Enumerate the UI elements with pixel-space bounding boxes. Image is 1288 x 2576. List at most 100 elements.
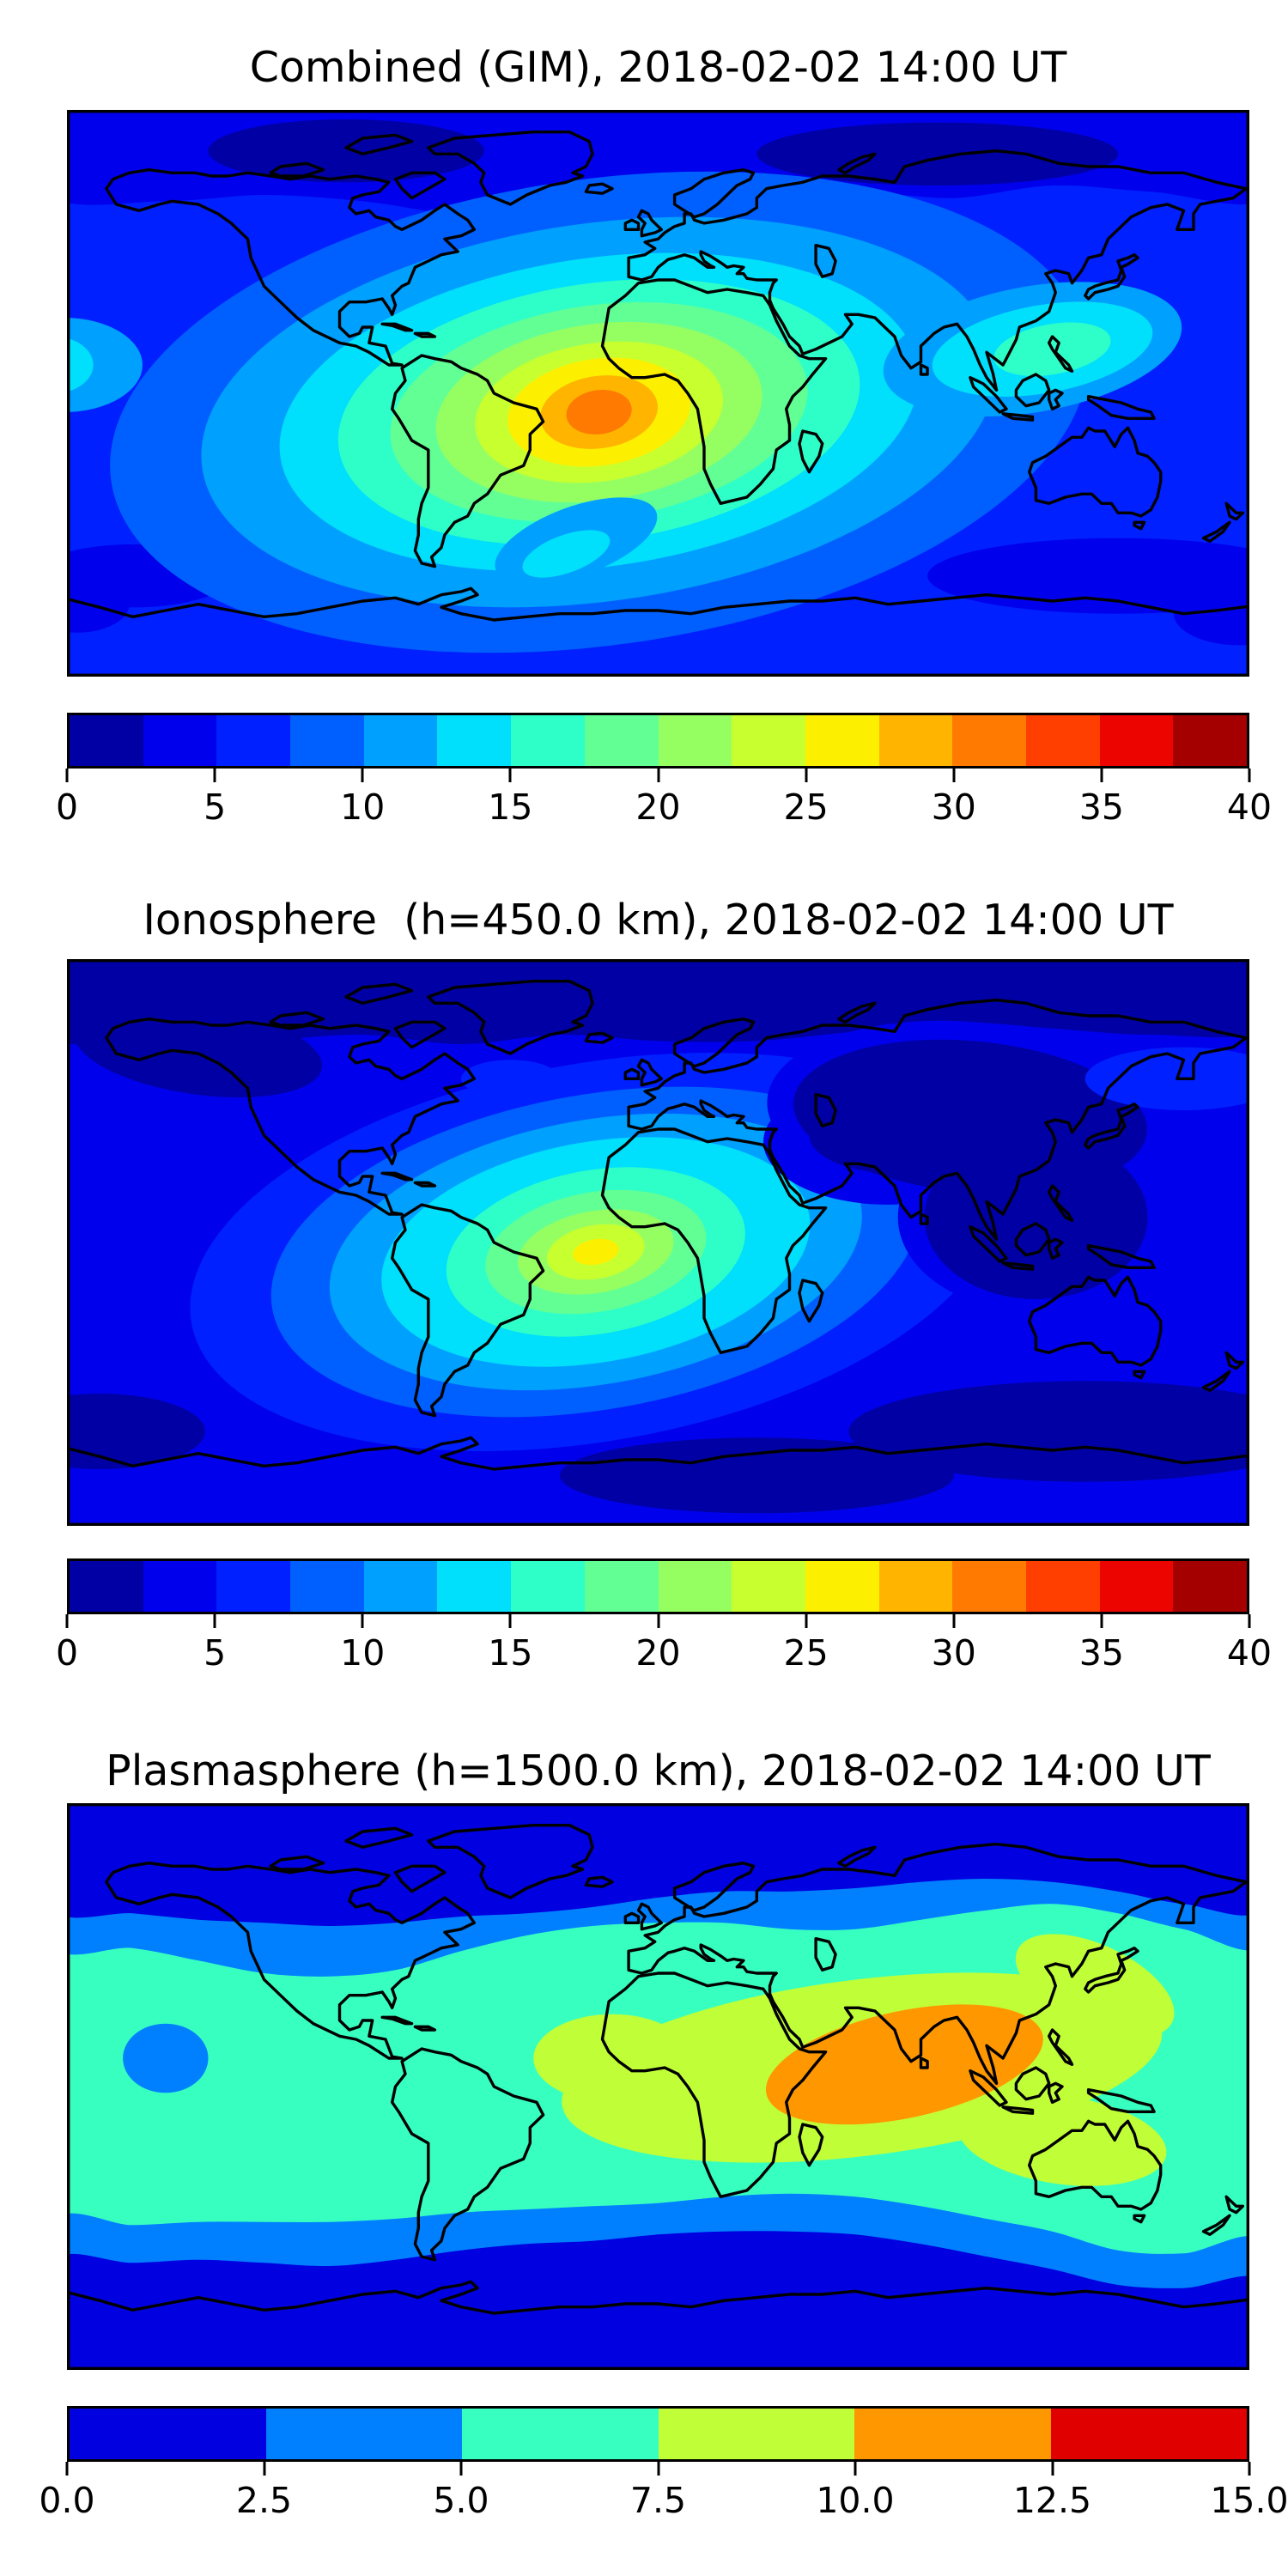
coastline-philippines: [1048, 335, 1074, 373]
coastline-novaya_zemlya: [837, 1001, 877, 1024]
colorbar-tick-label: 7.5: [629, 2480, 687, 2521]
coastline-sulawesi: [1048, 388, 1064, 410]
colorbar-plasmasphere: [67, 2406, 1249, 2462]
coastline-greenland: [427, 131, 594, 206]
colorbar-tick: [213, 769, 216, 782]
colorbar-labels-combined: 0 5 10 15 20 25 30 35 40: [56, 787, 1272, 831]
coastline-victoria_island: [269, 1011, 325, 1027]
colorbar-tick-label: 30: [931, 787, 976, 828]
coastline-scandinavia: [672, 1018, 756, 1068]
map-frame: [67, 110, 1249, 677]
coastline-sri_lanka: [919, 2057, 929, 2069]
colorbar-tick: [1248, 1614, 1251, 1628]
colorbar-segment: [658, 2409, 854, 2459]
colorbar-tick: [805, 1614, 808, 1628]
coastline-south_america: [391, 354, 545, 568]
coastline-madagascar: [798, 2123, 824, 2167]
colorbar-segment: [70, 1561, 143, 1612]
coastline-cuba: [380, 322, 414, 332]
colorbar-tick: [361, 1614, 364, 1628]
colorbar-segment: [658, 1561, 732, 1612]
colorbar-tick: [657, 2462, 659, 2476]
colorbar-tick: [361, 769, 364, 782]
coastline-tasmania: [1133, 520, 1146, 531]
coastline-scandinavia: [672, 1862, 756, 1912]
colorbar-tick-label: 25: [783, 787, 829, 828]
colorbar-tick: [1100, 1614, 1103, 1628]
coastline-hispaniola: [413, 2025, 437, 2032]
colorbar-tick-label: 25: [783, 1632, 829, 1674]
panel-title-ionosphere: Ionosphere (h=450.0 km), 2018-02-02 14:0…: [143, 896, 1174, 945]
coastline-cuba: [380, 2015, 414, 2026]
colorbar-tick-label: 0: [55, 1632, 79, 1674]
colorbar-segment: [584, 715, 659, 766]
colorbar-tick-label: 40: [1226, 1632, 1273, 1674]
colorbar-segment: [143, 715, 217, 766]
colorbar-segment: [1173, 715, 1247, 766]
coastline-eurasia: [627, 1843, 1248, 2085]
colorbar-segment: [878, 1561, 953, 1612]
coastline-north_america: [105, 168, 476, 367]
coastline-sumatra: [969, 2069, 1008, 2107]
colorbar-tick-label: 15: [488, 1632, 533, 1674]
coastline-philippines: [1048, 2028, 1074, 2066]
coastline-new_guinea: [1086, 2088, 1156, 2113]
coastline-sri_lanka: [919, 1212, 929, 1225]
colorbar-segment: [1099, 715, 1174, 766]
contour-region: [924, 1135, 1148, 1299]
colorbar-segment: [732, 715, 805, 766]
coastline-south_america: [391, 2047, 545, 2262]
colorbar-tick-label: 5: [204, 787, 227, 828]
coastline-australia: [1028, 2119, 1163, 2211]
coastline-tasmania: [1133, 1370, 1146, 1380]
contour-region: [573, 1238, 619, 1266]
colorbar-tick-label: 10: [340, 787, 386, 828]
colorbar-tick: [65, 2462, 69, 2476]
colorbar-segment: [658, 715, 732, 766]
colorbar-ticks-ionosphere: [65, 1614, 1251, 1629]
colorbar-segment: [1025, 715, 1100, 766]
coastline-sumatra: [969, 1225, 1008, 1263]
coastline-sri_lanka: [919, 363, 929, 376]
coastline-africa: [600, 278, 828, 505]
coastline-caspian_sea: [814, 1937, 837, 1971]
coastline-great_britain: [636, 1058, 663, 1087]
colorbar-tick: [805, 769, 808, 782]
coastline-cuba: [380, 1171, 414, 1182]
coastline-north_america: [105, 1862, 476, 2060]
coastline-java: [1001, 2105, 1035, 2115]
contour-region: [522, 530, 611, 578]
colorbar-segment: [1050, 2409, 1247, 2459]
colorbar-segment: [511, 1561, 585, 1612]
coastline-novaya_zemlya: [837, 152, 877, 174]
colorbar-tick-label: 20: [635, 787, 681, 828]
contour-map-combined: [67, 110, 1249, 677]
colorbar-segment: [1025, 1561, 1100, 1612]
colorbar-ticks-combined: [65, 769, 1251, 783]
colorbar-segment: [437, 1561, 512, 1612]
coastline-ellesmere_island: [344, 982, 414, 1005]
colorbar-segment: [511, 715, 585, 766]
colorbar-segment: [290, 715, 364, 766]
contour-region: [1084, 1047, 1249, 1110]
colorbar-tick: [854, 2462, 857, 2476]
colorbar-segment: [70, 715, 143, 766]
coastline-baffin_island: [393, 171, 447, 200]
colorbar-tick: [213, 1614, 216, 1628]
contour-region: [123, 2023, 209, 2093]
coastline-baffin_island: [393, 1864, 447, 1893]
colorbar-tick: [1051, 2462, 1054, 2476]
colorbar-tick-label: 15.0: [1210, 2480, 1288, 2521]
contour-region: [74, 1003, 323, 1097]
colorbar-segment: [1099, 1561, 1174, 1612]
contour-region: [67, 318, 143, 412]
map-layers: [67, 1803, 1249, 2370]
colorbar-tick-label: 10.0: [816, 2480, 895, 2521]
coastline-australia: [1028, 426, 1163, 518]
colorbar-tick: [657, 1614, 659, 1628]
coastline-caspian_sea: [814, 1093, 837, 1127]
colorbar-tick-label: 15: [488, 787, 533, 828]
colorbar-segment: [732, 1561, 805, 1612]
panel-title-plasmasphere: Plasmasphere (h=1500.0 km), 2018-02-02 1…: [106, 1747, 1211, 1795]
colorbar-segment: [805, 1561, 879, 1612]
